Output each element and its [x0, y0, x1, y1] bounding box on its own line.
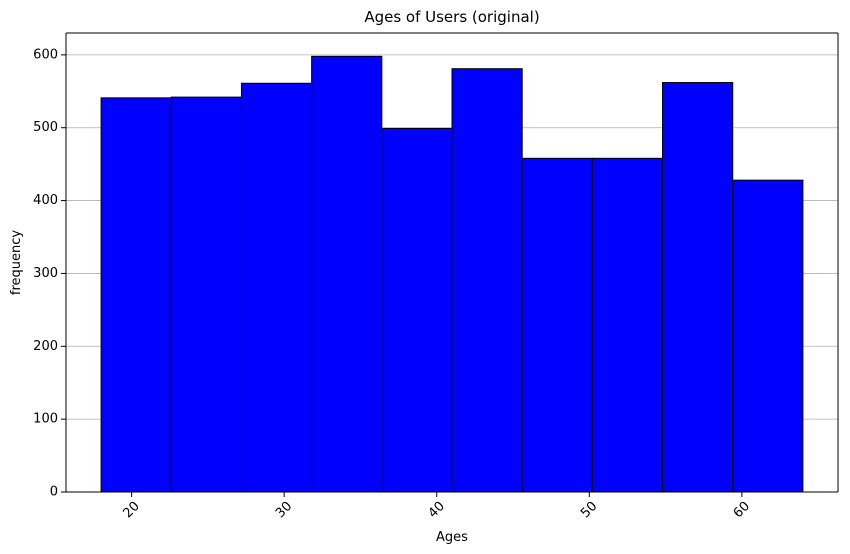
y-ticks: 0 100 200 300 400 500 600 [33, 47, 66, 500]
chart-title: Ages of Users (original) [364, 8, 539, 26]
axes [65, 32, 839, 493]
histogram-bar-7 [521, 157, 593, 493]
histogram-bar-5 [381, 127, 453, 493]
y-tick-label-300: 300 [33, 266, 58, 281]
x-tick-label-30: 30 [273, 499, 295, 521]
y-axis-label: frequency [9, 230, 24, 296]
x-axis-label: Ages [436, 530, 468, 545]
y-tick-label-400: 400 [33, 193, 58, 208]
x-ticks: 20 30 40 50 60 [120, 492, 753, 521]
y-tick-label-600: 600 [33, 47, 58, 62]
histogram-bar-4 [311, 55, 383, 493]
y-tick-label-200: 200 [33, 339, 58, 354]
x-tick-label-50: 50 [578, 499, 600, 521]
histogram-bar-1 [100, 97, 172, 493]
histogram-bar-3 [240, 82, 313, 493]
y-tick-label-500: 500 [33, 120, 58, 135]
x-tick-label-40: 40 [426, 499, 448, 521]
y-tick-label-100: 100 [33, 412, 58, 427]
histogram-bar-9 [662, 82, 734, 493]
y-tick-label-0: 0 [50, 485, 58, 500]
histogram-bar-8 [591, 157, 664, 493]
histogram-bar-2 [170, 96, 242, 493]
bars [100, 55, 804, 493]
histogram-bar-10 [732, 179, 804, 493]
x-tick-label-60: 60 [731, 499, 753, 521]
x-tick-label-20: 20 [120, 499, 142, 521]
histogram-bar-6 [451, 68, 523, 493]
